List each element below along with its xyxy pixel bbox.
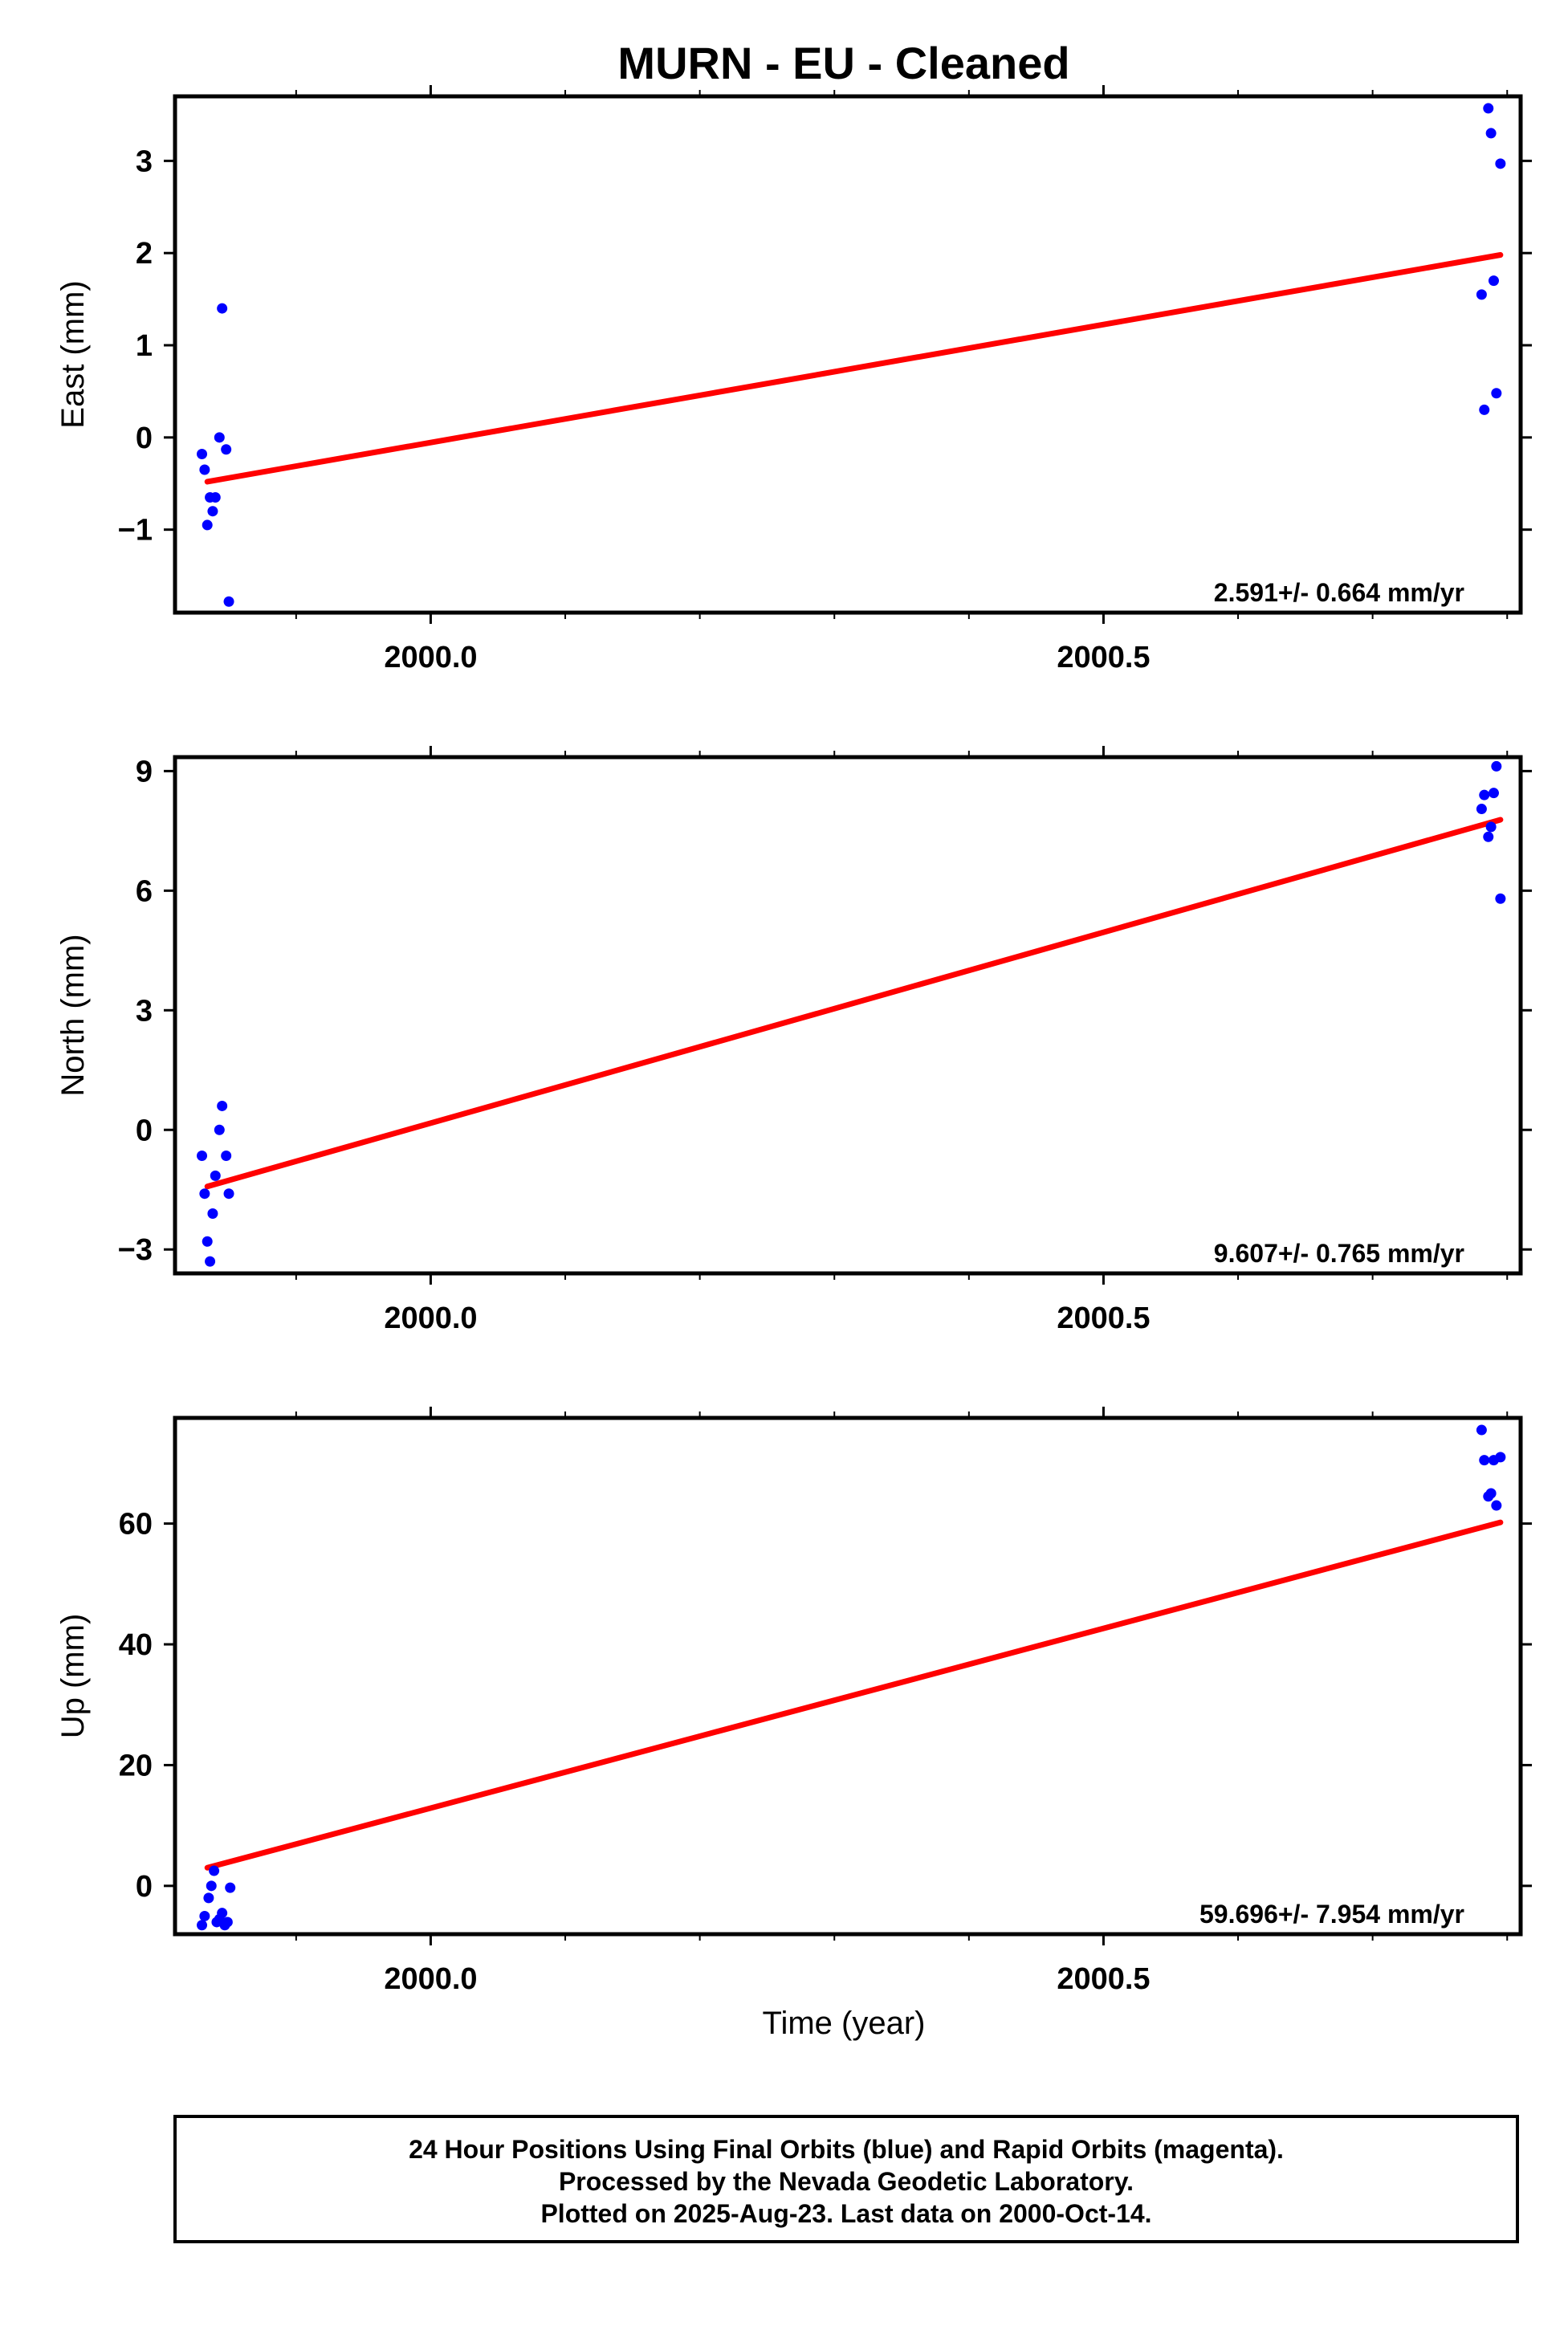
north-data-point — [1488, 788, 1499, 799]
north-data-point — [221, 1151, 232, 1162]
east-y-tick-label: 0 — [136, 422, 153, 455]
east-data-point — [207, 506, 218, 517]
east-data-point — [199, 464, 210, 475]
up-y-tick-label: 20 — [119, 1749, 153, 1782]
north-data-point — [217, 1100, 228, 1111]
up-data-point — [1491, 1500, 1502, 1511]
footer-line-2: Processed by the Nevada Geodetic Laborat… — [559, 2167, 1134, 2196]
east-x-tick-label: 2000.5 — [1057, 641, 1150, 674]
up-y-tick-label: 60 — [119, 1508, 153, 1542]
north-y-tick-label: −3 — [118, 1233, 153, 1267]
east-panel: 2000.0 2000.5 −1 0 1 2 3 East (mm) 2.591+/- 0.66… — [55, 85, 1532, 674]
up-data-point — [1485, 1488, 1497, 1499]
up-plot-frame — [173, 1416, 1523, 1937]
east-data-point — [202, 519, 213, 531]
up-data-point — [217, 1908, 228, 1919]
north-fit-line — [204, 817, 1504, 1190]
east-data-point — [1479, 404, 1490, 415]
up-data-point — [203, 1892, 214, 1904]
up-rate-label: 59.696+/- 7.954 mm/yr — [1199, 1900, 1464, 1929]
up-data-point — [197, 1920, 208, 1931]
north-y-tick-label: 9 — [136, 755, 153, 788]
north-y-axis-label: North (mm) — [55, 934, 91, 1096]
north-data-point — [1491, 760, 1502, 772]
east-x-tick-label: 2000.0 — [384, 641, 477, 674]
east-y-axis-label: East (mm) — [55, 280, 91, 428]
north-data-point — [210, 1170, 221, 1181]
up-data-point — [1476, 1424, 1487, 1436]
north-data-point — [1495, 893, 1506, 904]
north-data-point — [197, 1151, 208, 1162]
north-y-tick-label: 3 — [136, 994, 153, 1028]
east-data-point — [1483, 103, 1494, 114]
footer-line-3: Plotted on 2025-Aug-23. Last data on 200… — [540, 2199, 1151, 2228]
north-rate-label: 9.607+/- 0.765 mm/yr — [1214, 1239, 1464, 1268]
up-data-point — [206, 1880, 217, 1892]
north-data-point — [1485, 821, 1497, 833]
east-plot-frame — [173, 94, 1523, 615]
up-data-point — [209, 1865, 220, 1876]
x-axis-label: Time (year) — [763, 2006, 926, 2041]
north-data-point — [1479, 789, 1490, 800]
north-data-point — [205, 1256, 216, 1267]
footer-box — [173, 2115, 1519, 2243]
east-y-tick-label: −1 — [118, 514, 153, 548]
east-y-tick-label: 1 — [136, 329, 153, 363]
north-data-point — [199, 1188, 210, 1200]
up-y-axis-label: Up (mm) — [55, 1614, 91, 1739]
up-fit-line — [204, 1519, 1504, 1871]
chart-title: MURN - EU - Cleaned — [617, 38, 1069, 88]
east-y-tick-label: 3 — [136, 145, 153, 178]
up-data-point — [199, 1910, 210, 1921]
north-y-tick-label: 0 — [136, 1114, 153, 1147]
east-data-point — [223, 596, 234, 607]
north-panel: 2000.0 2000.5 −3 0 3 6 9 North (mm) 9.607+/- 0.7… — [55, 746, 1532, 1335]
north-data-point — [207, 1208, 218, 1220]
east-y-tick-label: 2 — [136, 237, 153, 271]
north-data-point — [1483, 831, 1494, 842]
east-data-point — [217, 303, 228, 314]
east-data-point — [1491, 388, 1502, 399]
north-x-tick-label: 2000.5 — [1057, 1301, 1150, 1335]
east-data-point — [1488, 275, 1499, 287]
east-fit-line — [204, 251, 1504, 485]
north-y-tick-label: 6 — [136, 874, 153, 908]
up-y-tick-label: 40 — [119, 1628, 153, 1662]
up-data-point — [222, 1917, 233, 1928]
up-x-tick-label: 2000.5 — [1057, 1962, 1150, 1996]
up-panel: 2000.0 2000.5 0 20 40 60 Up (mm) 59.696+/- 7.95… — [55, 1407, 1532, 1996]
up-data-point — [1495, 1452, 1506, 1463]
east-data-point — [1485, 128, 1497, 139]
north-data-point — [214, 1124, 225, 1135]
up-y-tick-label: 0 — [136, 1870, 153, 1904]
up-data-point — [1479, 1455, 1490, 1466]
east-data-point — [214, 432, 225, 443]
north-data-point — [202, 1236, 213, 1247]
east-data-point — [1495, 158, 1506, 169]
north-plot-frame — [173, 755, 1523, 1276]
east-data-point — [210, 491, 221, 503]
up-x-tick-label: 2000.0 — [384, 1962, 477, 1996]
east-rate-label: 2.591+/- 0.664 mm/yr — [1214, 578, 1464, 607]
east-data-point — [197, 449, 208, 460]
north-data-point — [1476, 804, 1487, 815]
north-x-tick-label: 2000.0 — [384, 1301, 477, 1335]
east-data-point — [221, 444, 232, 455]
north-data-point — [223, 1188, 234, 1200]
east-data-point — [1476, 289, 1487, 300]
up-data-point — [225, 1882, 236, 1893]
footer-line-1: 24 Hour Positions Using Final Orbits (bl… — [409, 2135, 1284, 2164]
